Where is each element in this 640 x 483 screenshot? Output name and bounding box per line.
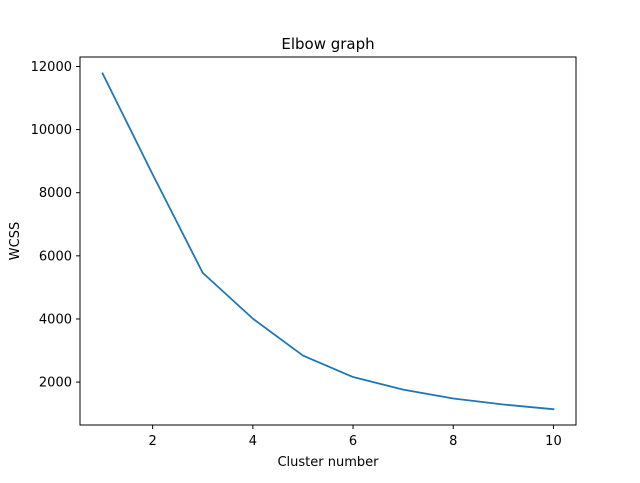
y-tick-label: 12000 <box>31 60 72 75</box>
y-tick-label: 8000 <box>39 186 72 201</box>
plot-area: 2 4 6 8 10 2000 4000 6000 8000 10000 12000 <box>31 56 577 449</box>
y-tick-label: 10000 <box>31 123 72 138</box>
x-tick-label: 2 <box>149 434 157 449</box>
chart-title: Elbow graph <box>281 35 374 53</box>
x-tick-label: 10 <box>545 434 562 449</box>
x-tick-label: 6 <box>349 434 357 449</box>
x-tick-label: 8 <box>449 434 457 449</box>
y-tick-label: 4000 <box>39 312 72 327</box>
axes-frame <box>79 56 577 426</box>
y-axis-label: WCSS <box>8 222 23 260</box>
series-line-0 <box>101 72 555 411</box>
y-tick-label: 2000 <box>39 376 72 391</box>
x-axis-label: Cluster number <box>277 455 379 470</box>
y-tick-label: 6000 <box>39 249 72 264</box>
x-tick-label: 4 <box>249 434 257 449</box>
